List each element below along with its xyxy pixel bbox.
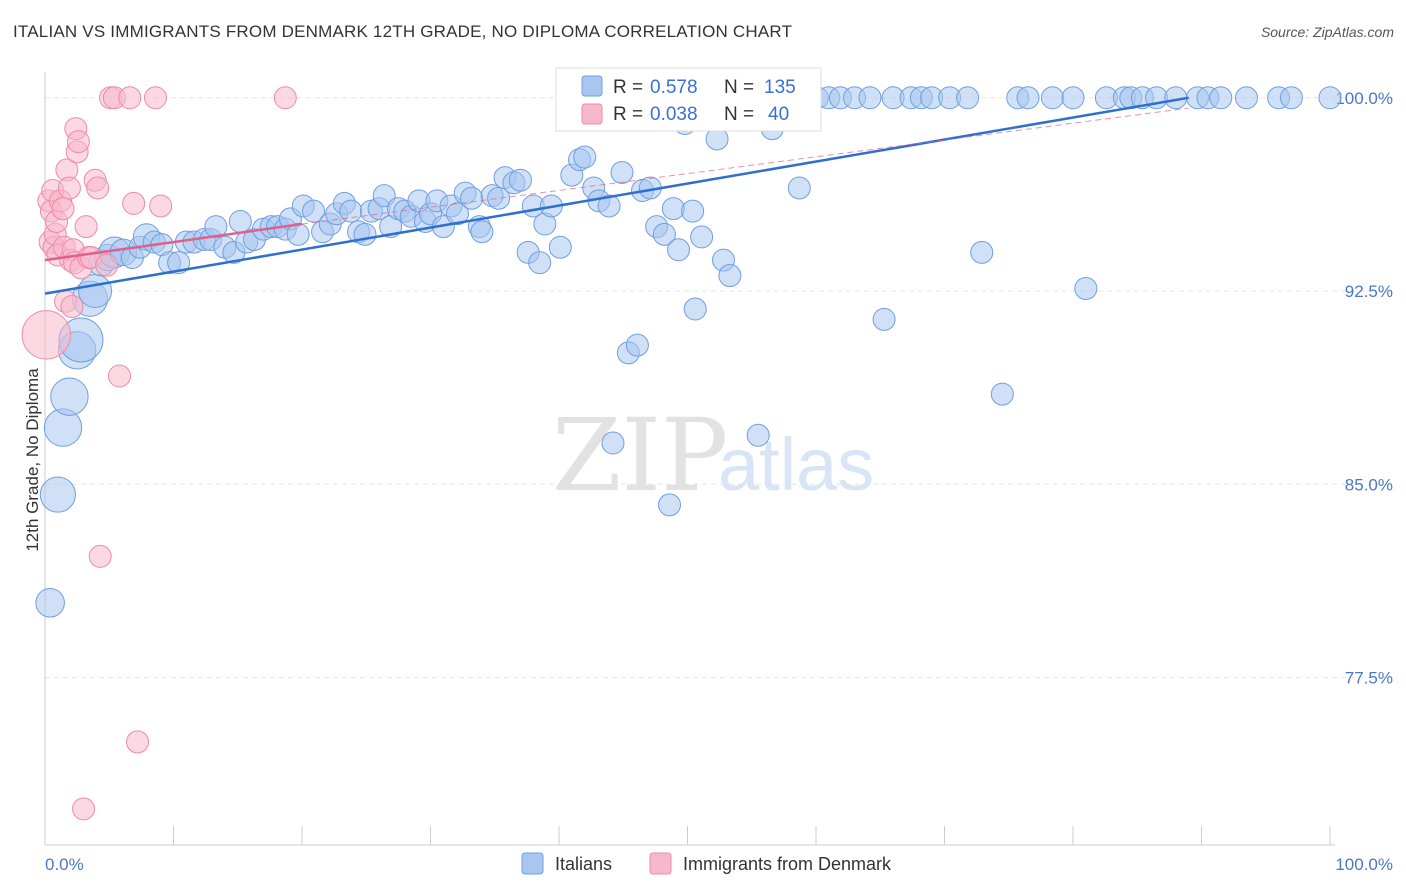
legend-n-value-0: 135: [764, 77, 796, 98]
x-axis-ticks: [173, 826, 1331, 845]
point-denmark: [66, 130, 90, 154]
watermark-atlas: atlas: [718, 423, 874, 506]
point-italians: [470, 220, 494, 244]
point-italians: [508, 168, 532, 192]
legend-swatch-denmark: [581, 103, 603, 125]
point-italians: [787, 176, 811, 200]
gridlines: [45, 97, 1393, 679]
legend-n-label-1: N =: [724, 104, 754, 125]
point-denmark: [149, 194, 173, 218]
y-tick-label: 77.5%: [1345, 669, 1393, 688]
bottom-legend-swatch-italians: [521, 852, 544, 875]
point-italians: [970, 240, 994, 264]
point-denmark: [51, 197, 75, 221]
legend-r-value-1: 0.038: [650, 104, 698, 125]
point-italians: [718, 264, 742, 288]
legend-r-label-1: R =: [613, 104, 643, 125]
point-denmark: [118, 86, 142, 110]
point-italians: [858, 86, 882, 110]
point-denmark: [57, 176, 81, 200]
point-italians: [39, 476, 76, 513]
point-italians: [746, 423, 770, 447]
point-italians: [204, 215, 228, 239]
point-italians: [573, 145, 597, 169]
point-italians: [601, 431, 625, 455]
watermark-zip: ZIP: [552, 397, 728, 514]
point-italians: [50, 377, 89, 416]
correlation-legend: R = 0.578 N = 135 R = 0.038 N = 40: [555, 67, 822, 132]
series-immigrants-from-denmark: [21, 86, 297, 821]
point-italians: [548, 235, 572, 259]
point-denmark: [72, 797, 96, 821]
point-italians: [990, 382, 1014, 406]
x-tick-label-max: 100.0%: [1335, 855, 1393, 874]
trend-line-denmark-extension: [301, 107, 1189, 225]
point-italians: [445, 202, 469, 226]
point-italians: [658, 493, 682, 517]
point-denmark: [95, 253, 119, 277]
series-italians: [35, 86, 1342, 618]
point-italians: [661, 197, 685, 221]
point-italians: [528, 251, 552, 275]
bottom-legend-swatch-denmark: [649, 852, 672, 875]
point-italians: [956, 86, 980, 110]
y-tick-label: 85.0%: [1345, 475, 1393, 494]
point-denmark: [144, 86, 168, 110]
point-italians: [78, 274, 113, 309]
point-italians: [167, 251, 191, 275]
trend-line-italians: [44, 96, 1189, 295]
point-italians: [683, 297, 707, 321]
y-tick-label: 100.0%: [1335, 89, 1393, 108]
point-denmark: [108, 364, 132, 388]
bottom-legend-label-denmark: Immigrants from Denmark: [683, 854, 892, 874]
legend-swatch-italians: [581, 75, 603, 97]
point-italians: [1061, 86, 1085, 110]
point-denmark: [60, 294, 84, 318]
point-italians: [1318, 86, 1342, 110]
point-italians: [667, 238, 691, 262]
point-italians: [460, 186, 484, 210]
point-italians: [652, 222, 676, 246]
point-italians: [597, 194, 621, 218]
point-denmark: [88, 544, 112, 568]
point-italians: [228, 209, 252, 233]
y-tick-label: 92.5%: [1345, 282, 1393, 301]
legend-n-value-1: 40: [768, 104, 789, 125]
point-denmark: [273, 86, 297, 110]
point-italians: [625, 333, 649, 357]
point-italians: [1040, 86, 1064, 110]
trend-line-denmark: [44, 222, 303, 262]
point-denmark: [74, 215, 98, 239]
x-tick-label-min: 0.0%: [45, 855, 84, 874]
y-axis-tick-labels: 100.0% 92.5% 85.0% 77.5%: [1335, 89, 1393, 688]
point-italians: [690, 225, 714, 249]
point-denmark: [86, 176, 110, 200]
trend-lines: [44, 96, 1189, 295]
legend-r-label-0: R =: [613, 77, 643, 98]
point-italians: [487, 186, 511, 210]
point-denmark: [122, 191, 146, 215]
bottom-legend: Italians Immigrants from Denmark: [521, 852, 892, 875]
chart-title: ITALIAN VS IMMIGRANTS FROM DENMARK 12TH …: [13, 22, 793, 41]
point-italians: [1074, 276, 1098, 300]
point-denmark: [126, 730, 150, 754]
point-italians: [872, 307, 896, 331]
point-italians: [610, 160, 634, 184]
point-italians: [35, 587, 65, 618]
point-italians: [1234, 86, 1258, 110]
point-italians: [1209, 86, 1233, 110]
legend-r-value-0: 0.578: [650, 77, 698, 98]
legend-n-label-0: N =: [724, 77, 754, 98]
bottom-legend-label-italians: Italians: [555, 854, 612, 874]
point-italians: [353, 222, 377, 246]
point-italians: [1016, 86, 1040, 110]
point-denmark: [21, 310, 71, 360]
point-italians: [681, 199, 705, 223]
y-axis-label: 12th Grade, No Diploma: [23, 368, 42, 552]
source-label: Source: ZipAtlas.com: [1260, 24, 1394, 40]
point-italians: [1279, 86, 1303, 110]
watermark: ZIP atlas: [552, 397, 874, 514]
